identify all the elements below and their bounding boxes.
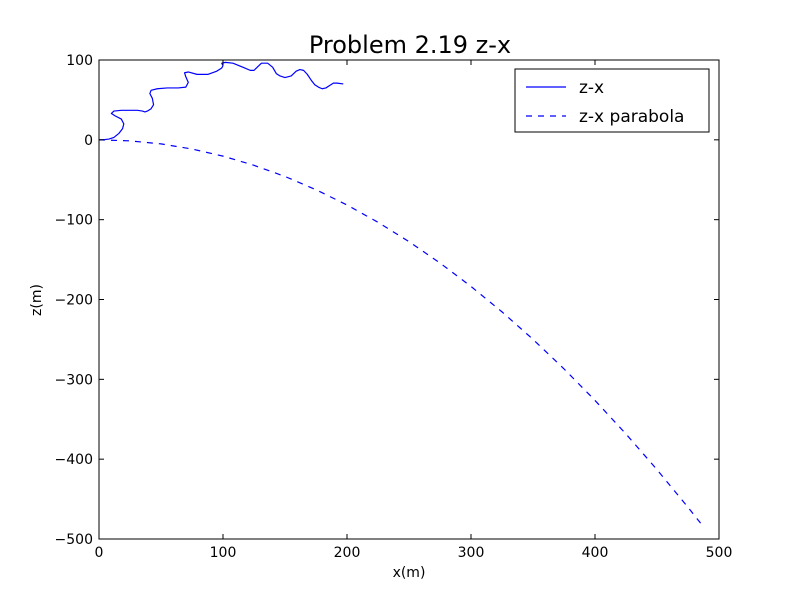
y-tick-label: −200 (55, 293, 93, 309)
x-tick-label: 400 (582, 545, 609, 561)
plot-area (98, 61, 705, 528)
y-tick-label: −400 (55, 452, 93, 468)
legend-label-z-x-parabola: z-x parabola (579, 107, 684, 127)
x-tick-label: 0 (95, 545, 104, 561)
x-tick-label: 300 (458, 545, 485, 561)
x-tick-labels: 0 100 200 300 400 500 (95, 545, 733, 561)
axes-frame (98, 59, 720, 540)
series-line-z-x (99, 61, 344, 141)
y-tick-label: −500 (55, 532, 93, 548)
x-tick-label: 100 (210, 545, 237, 561)
y-tick-label: 0 (84, 133, 93, 149)
x-axis-label: x(m) (393, 565, 426, 581)
y-tick-label: −300 (55, 372, 93, 388)
legend: z-x z-x parabola (514, 68, 710, 133)
y-axis-label: z(m) (29, 284, 45, 316)
x-tick-label: 500 (706, 545, 733, 561)
y-tick-label: 100 (66, 53, 93, 69)
legend-box (514, 68, 710, 133)
x-tick-label: 200 (334, 545, 361, 561)
chart-title: Problem 2.19 z-x (309, 31, 511, 59)
y-tick-label: −100 (55, 213, 93, 229)
legend-label-z-x: z-x (579, 78, 604, 98)
y-tick-labels: −500 −400 −300 −200 −100 0 100 (55, 53, 93, 548)
